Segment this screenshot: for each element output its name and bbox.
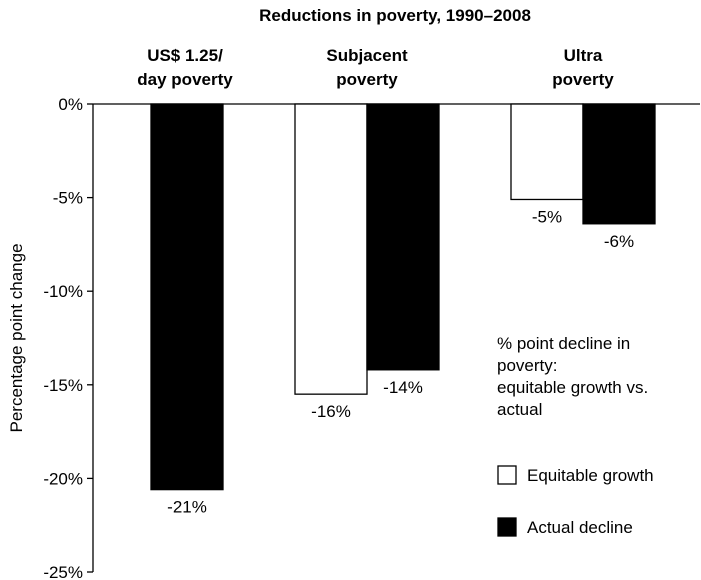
bars: [150, 103, 656, 491]
y-tick-label: -10%: [43, 282, 83, 301]
y-tick-label: -5%: [53, 189, 83, 208]
y-axis-label: Percentage point change: [7, 243, 26, 432]
category-label: US$ 1.25/: [147, 46, 223, 65]
category-label: day poverty: [137, 70, 233, 89]
legend-label: Equitable growth: [527, 466, 654, 485]
legend-label: Actual decline: [527, 518, 633, 537]
data-label: -21%: [167, 498, 207, 517]
legend: % point decline in poverty: equitable grow…: [497, 334, 654, 537]
legend-title: actual: [497, 400, 542, 419]
legend-swatch: [497, 517, 517, 537]
legend-title: poverty:: [497, 356, 557, 375]
category-label: Ultra: [564, 46, 603, 65]
data-label: -16%: [311, 402, 351, 421]
y-ticks: 0% -5% -10% -15% -20% -25%: [43, 95, 93, 580]
bar-actual-decline: [582, 103, 656, 225]
chart-title: Reductions in poverty, 1990–2008: [259, 6, 531, 25]
category-label: Subjacent: [326, 46, 408, 65]
bar-equitable-growth: [294, 103, 368, 395]
category-label: poverty: [336, 70, 398, 89]
bar-actual-decline: [150, 103, 224, 491]
y-tick-label: -15%: [43, 376, 83, 395]
category-label: poverty: [552, 70, 614, 89]
data-label: -14%: [383, 378, 423, 397]
legend-swatch: [497, 465, 517, 485]
bar-equitable-growth: [510, 103, 584, 201]
data-labels: -16% -5% -21% -14% -6%: [167, 207, 634, 516]
data-label: -5%: [532, 207, 562, 226]
data-label: -6%: [604, 232, 634, 251]
y-tick-label: -20%: [43, 469, 83, 488]
y-tick-label: -25%: [43, 563, 83, 580]
legend-title: equitable growth vs.: [497, 378, 648, 397]
bar-actual-decline: [366, 103, 440, 371]
legend-title: % point decline in: [497, 334, 630, 353]
category-labels: US$ 1.25/day poverty Subjacent poverty Ultr…: [137, 46, 614, 89]
y-tick-label: 0%: [58, 95, 83, 114]
